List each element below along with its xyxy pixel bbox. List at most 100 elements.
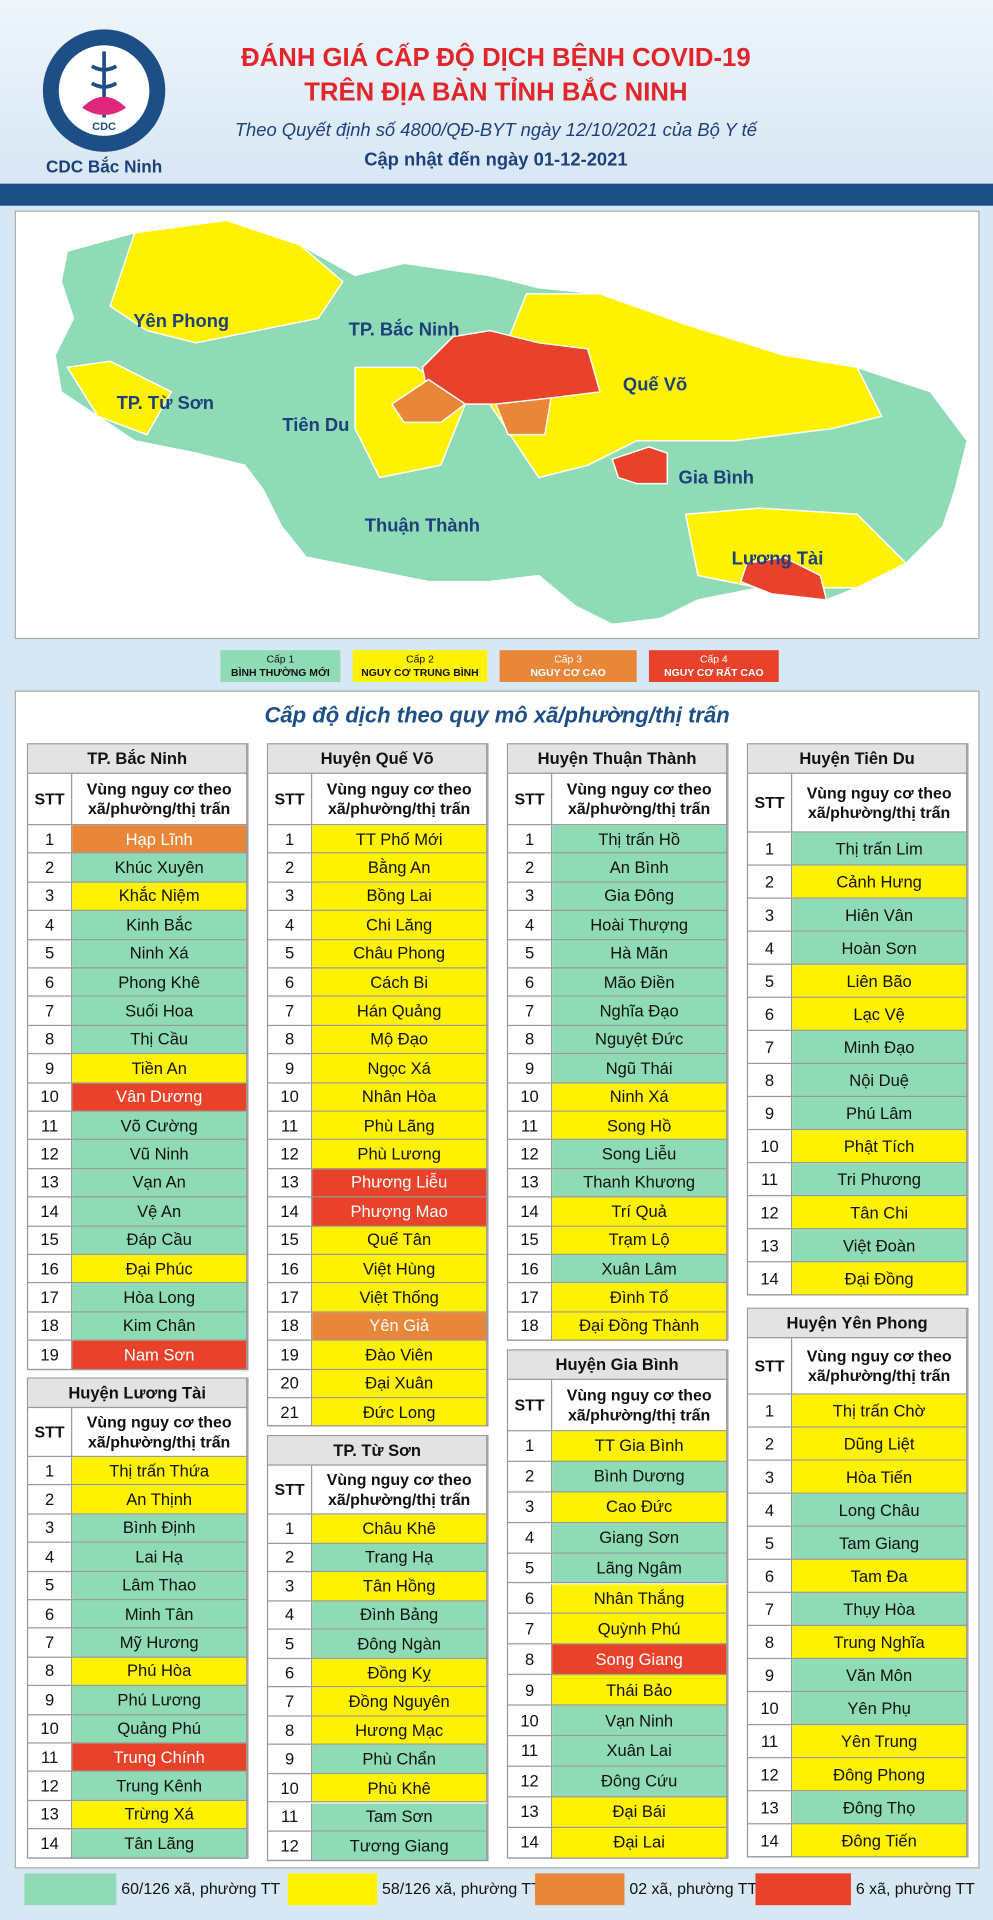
logo-lotus [82,96,127,116]
commune: Phù Chẩn [312,1745,488,1775]
commune: Thị trấn Chờ [792,1394,968,1428]
row-number: 14 [268,1197,313,1227]
table: Huyện Lương Tài STT Vùng nguy cơ theo xã/p… [26,1377,249,1859]
row-number: 1 [28,825,73,854]
commune: Vạn Ninh [552,1705,728,1737]
commune: Bằng An [312,853,488,883]
row-number: 5 [748,964,793,998]
table: Huyện Gia Bình STT Vùng nguy cơ theo xã/ph… [506,1349,729,1859]
row-number: 9 [748,1659,793,1693]
update-date: Cập nhật đến ngày 01-12-2021 [364,149,628,171]
commune: Ninh Xá [552,1083,728,1112]
commune: Đông Thọ [792,1791,968,1825]
commune: Việt Đoàn [792,1229,968,1263]
commune: Đình Bảng [312,1601,488,1630]
column-header: Vùng nguy cơ theo xã/phường/thị trấn [792,1338,968,1395]
row-number: 10 [268,1083,313,1112]
row-number: 13 [28,1800,73,1830]
commune: Đại Bái [552,1797,728,1828]
commune: Ninh Xá [72,939,248,969]
row-number: 3 [268,882,313,912]
row-number: 17 [508,1283,553,1313]
row-number: 14 [28,1829,73,1859]
commune: Nhân Hòa [312,1083,488,1112]
footer-count: 58/126 xã, phường TT [382,1879,541,1898]
column-header: Vùng nguy cơ theo xã/phường/thị trấn [72,1408,248,1458]
commune: Thị trấn Thứa [72,1457,248,1486]
logo-text: CDC [92,121,116,133]
commune: Phương Liễu [312,1169,488,1198]
footer-swatch [287,1873,378,1906]
commune: Liên Bão [792,964,968,998]
table: Huyện Quế Võ STT Vùng nguy cơ theo xã/phườ… [266,743,489,1427]
section-title: Cấp độ dịch theo quy mô xã/phường/thị tr… [264,702,730,728]
legend-item: Cấp 4 NGUY CƠ RẤT CAO [648,650,779,682]
table: TP. Từ Sơn STT Vùng nguy cơ theo xã/phường… [266,1435,489,1861]
row-number: 19 [28,1340,73,1370]
commune: Phù Khê [312,1774,488,1803]
row-number: 15 [28,1226,73,1256]
footer-count: 6 xã, phường TT [855,1879,975,1898]
row-number: 5 [748,1526,793,1560]
row-number: 11 [28,1111,73,1141]
commune: Cao Đức [552,1492,728,1523]
title: TRÊN ĐỊA BÀN TỈNH BẮC NINH [304,78,688,107]
commune: Tân Hồng [312,1572,488,1602]
map-region [739,556,828,601]
row-number: 11 [268,1802,313,1832]
commune: Đại Lai [552,1827,728,1859]
commune: Trạm Lộ [552,1226,728,1256]
commune: Đáp Cầu [72,1226,248,1256]
map: Yên Phong TP. Bắc Ninh TP. Từ Sơn Tiên Du Qu… [54,219,969,626]
commune: Minh Tân [72,1600,248,1629]
commune: Phú Lâm [792,1097,968,1131]
subtitle: Theo Quyết định số 4800/QĐ-BYT ngày 12/1… [234,119,757,141]
commune: Hoài Thượng [552,911,728,940]
row-number: 13 [268,1169,313,1198]
map-label: Lương Tài [732,547,824,568]
commune: Tân Chi [792,1196,968,1230]
commune: Hiên Vân [792,898,968,932]
commune: Mão Điền [552,968,728,998]
commune: Gia Đông [552,882,728,912]
title: ĐÁNH GIÁ CẤP ĐỘ DỊCH BỆNH COVID-19 [241,44,751,73]
row-number: 10 [508,1083,553,1112]
column-header: STT [508,1379,553,1432]
header-band [0,183,993,206]
row-number: 10 [508,1705,553,1737]
commune: Đức Long [312,1398,488,1427]
commune: Châu Phong [312,939,488,969]
row-number: 12 [748,1196,793,1230]
column-header: Vùng nguy cơ theo xã/phường/thị trấn [552,1379,728,1432]
commune: Vũ Ninh [72,1140,248,1170]
commune: Tam Sơn [312,1802,488,1832]
commune: Suối Hoa [72,997,248,1026]
row-number: 2 [28,853,73,883]
row-number: 5 [28,939,73,969]
commune: Phật Tích [792,1130,968,1164]
commune: Thị Cầu [72,1025,248,1055]
map-region [611,446,669,485]
row-number: 6 [508,968,553,998]
column-header: STT [508,773,553,826]
row-number: 5 [28,1571,73,1601]
commune: Đông Cứu [552,1766,728,1798]
row-number: 2 [748,865,793,899]
commune: Giang Sơn [552,1522,728,1554]
row-number: 6 [508,1583,553,1615]
commune: Vân Dương [72,1083,248,1112]
map-region [66,360,173,436]
row-number: 1 [748,832,793,866]
commune: Khúc Xuyên [72,853,248,883]
row-number: 7 [748,1592,793,1627]
row-number: 3 [748,1460,793,1494]
row-number: 8 [28,1025,73,1055]
row-number: 12 [268,1831,313,1861]
column-header: Vùng nguy cơ theo xã/phường/thị trấn [552,773,728,826]
row-number: 16 [268,1255,313,1284]
commune: Bồng Lai [312,882,488,912]
row-number: 2 [508,1461,553,1493]
column-header: STT [28,773,73,826]
commune: Long Châu [792,1493,968,1527]
